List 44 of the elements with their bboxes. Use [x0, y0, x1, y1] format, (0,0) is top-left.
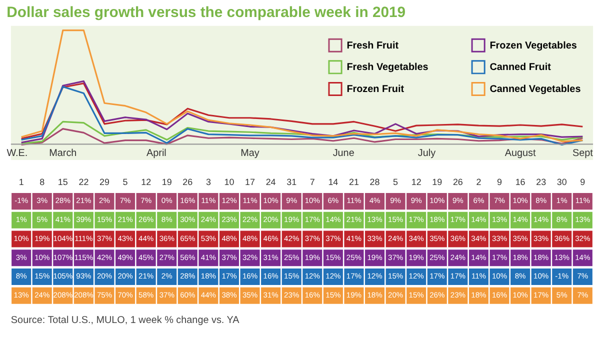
x-tick-label: 3	[206, 176, 211, 187]
source-note: Source: Total U.S., MULO, 1 week % change vs. YA	[10, 314, 240, 326]
legend-label: Frozen Vegetables	[490, 40, 578, 52]
x-tick-label: 26	[182, 176, 193, 187]
x-tick-label: 30	[556, 176, 567, 187]
text: June	[332, 148, 355, 160]
text: May	[240, 148, 260, 160]
x-tick-label: 28	[370, 176, 380, 187]
text: W.E.	[6, 148, 28, 160]
legend-label: Canned Fruit	[490, 62, 552, 74]
x-tick-label: 7	[310, 176, 315, 187]
x-tick-label: 2	[476, 176, 482, 187]
x-tick-label: 5	[122, 176, 128, 187]
x-tick-label: 19	[432, 176, 442, 187]
legend-label: Fresh Vegetables	[346, 62, 429, 74]
x-tick-label: 5	[393, 176, 398, 187]
text: April	[146, 148, 166, 160]
chart-title: Dollar sales growth versus the comparable week in 2019	[6, 4, 406, 21]
x-tick-label: 9	[497, 176, 502, 187]
x-tick-label: 26	[452, 176, 463, 187]
x-tick-label: 17	[245, 176, 256, 187]
text: Sept	[572, 148, 594, 160]
x-tick-label: 12	[141, 176, 152, 187]
legend-label: Fresh Fruit	[346, 40, 400, 52]
x-tick-label: 29	[100, 176, 110, 187]
x-tick-label: 14	[328, 176, 338, 187]
text: July	[418, 148, 436, 160]
x-tick-label: 1	[18, 176, 24, 187]
text: August	[504, 148, 536, 160]
x-tick-label: 12	[411, 176, 422, 187]
x-tick-label: 16	[515, 176, 526, 187]
x-tick-label: 8	[40, 176, 45, 187]
legend-label: Canned Vegetables	[490, 84, 582, 95]
x-tick-label: 10	[224, 176, 234, 187]
x-tick-label: 9	[580, 176, 586, 187]
x-tick-label: 22	[78, 176, 89, 187]
x-tick-label: 24	[266, 176, 276, 187]
x-tick-label: 19	[162, 176, 172, 187]
text: March	[49, 148, 77, 160]
x-tick-label: 31	[286, 176, 297, 187]
legend-label: Frozen Fruit	[346, 84, 405, 95]
x-tick-label: 15	[58, 176, 68, 187]
x-tick-label: 21	[348, 176, 359, 187]
x-tick-label: 23	[536, 176, 546, 187]
